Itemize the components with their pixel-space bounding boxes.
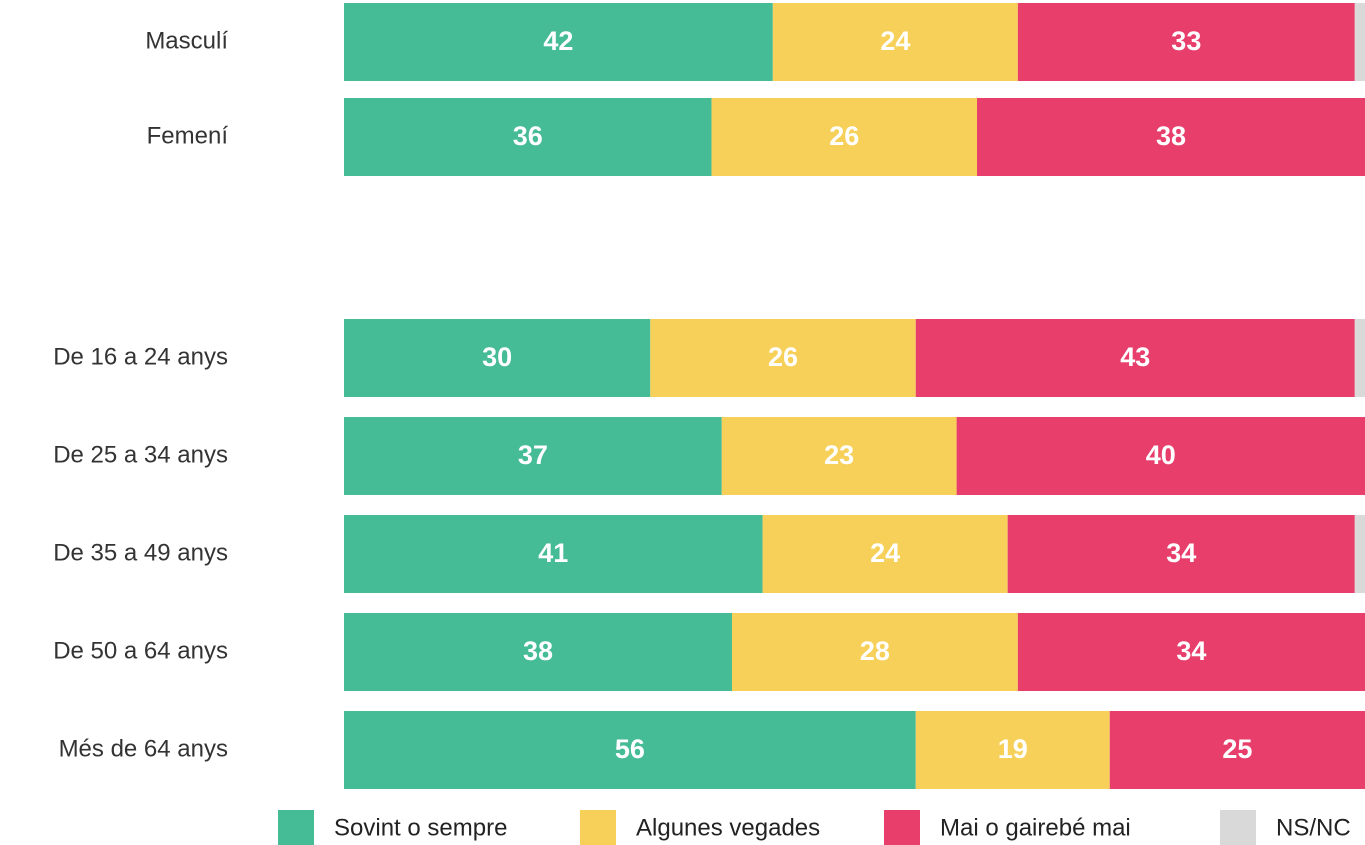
bar-segment (344, 3, 773, 81)
bar-segment (344, 98, 712, 176)
bar-segment (1109, 711, 1365, 789)
legend-label: Algunes vegades (636, 814, 820, 841)
data-label: 26 (768, 342, 798, 372)
bar-segment (344, 613, 732, 691)
bar-segment (1017, 3, 1355, 81)
data-label: 42 (543, 26, 573, 56)
data-label: 23 (824, 440, 854, 470)
bar-segment (1007, 515, 1355, 593)
data-label: 56 (615, 734, 645, 764)
legend-label: Sovint o sempre (334, 814, 507, 841)
data-label: 38 (523, 636, 553, 666)
data-label: 26 (829, 121, 859, 151)
bar-segment (344, 711, 916, 789)
bar-segment (1354, 515, 1365, 593)
bar-segment (1354, 3, 1365, 81)
data-label: 24 (880, 26, 910, 56)
data-label: 40 (1146, 440, 1176, 470)
data-label: 38 (1156, 121, 1186, 151)
legend-swatch (884, 810, 920, 845)
category-label: Femení (147, 122, 229, 149)
category-label: De 16 a 24 anys (53, 343, 228, 370)
bar-segment (711, 98, 978, 176)
bar-segment (915, 711, 1110, 789)
legend-swatch (580, 810, 616, 845)
category-label: De 50 a 64 anys (53, 637, 228, 664)
bar-segment (772, 3, 1018, 81)
data-label: 37 (518, 440, 548, 470)
data-label: 33 (1171, 26, 1201, 56)
bar-segment (344, 319, 651, 397)
bar-segment (1354, 319, 1365, 397)
category-label: Més de 64 anys (59, 735, 228, 762)
bar-segment (915, 319, 1355, 397)
data-label: 24 (870, 538, 900, 568)
bar-segment (721, 417, 957, 495)
data-label: 34 (1176, 636, 1206, 666)
data-label: 30 (482, 342, 512, 372)
bar-segment (344, 417, 722, 495)
data-label: 41 (538, 538, 568, 568)
data-label: 25 (1222, 734, 1252, 764)
bar-segment (344, 515, 763, 593)
data-label: 36 (513, 121, 543, 151)
data-label: 19 (998, 734, 1028, 764)
category-label: Masculí (145, 27, 228, 54)
category-label: De 35 a 49 anys (53, 539, 228, 566)
data-label: 34 (1166, 538, 1196, 568)
bar-segment (650, 319, 916, 397)
bar-segment (956, 417, 1365, 495)
category-label: De 25 a 34 anys (53, 441, 228, 468)
legend-label: NS/NC (1276, 814, 1351, 841)
data-label: 28 (860, 636, 890, 666)
legend-swatch (1220, 810, 1256, 845)
bar-segment (977, 98, 1365, 176)
bar-segment (1017, 613, 1365, 691)
bar-segment (762, 515, 1008, 593)
bar-segment (731, 613, 1018, 691)
data-label: 43 (1120, 342, 1150, 372)
legend-swatch (278, 810, 314, 845)
legend-label: Mai o gairebé mai (940, 814, 1131, 841)
